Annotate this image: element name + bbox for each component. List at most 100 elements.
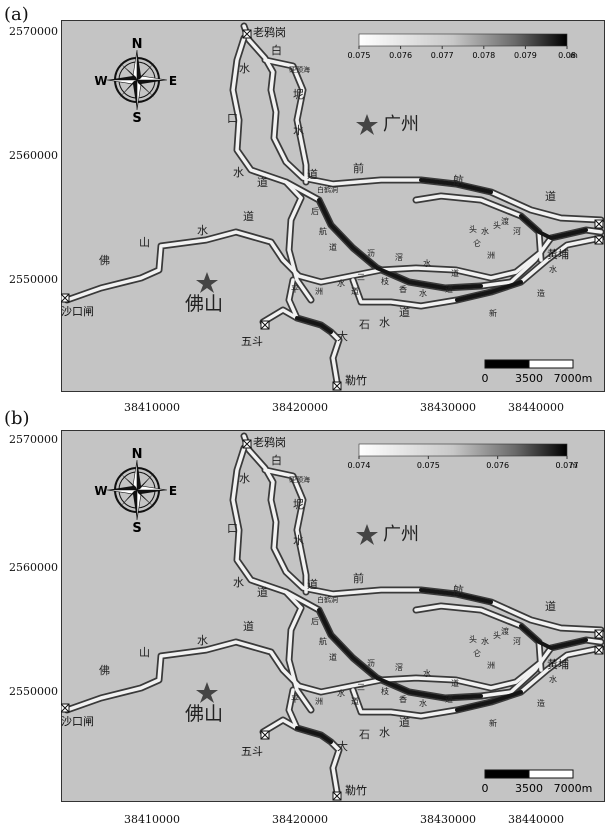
- river-char: 枝: [381, 276, 389, 286]
- legend-tick-label: 0.08: [558, 51, 576, 60]
- river-char: 航: [319, 636, 327, 646]
- river-char: 佛: [99, 254, 110, 267]
- river-label-small: 白鹤洞: [317, 185, 338, 194]
- river-char: 沥: [367, 659, 375, 668]
- city-label: 广州: [383, 524, 419, 545]
- city-foshan: 佛山: [185, 682, 223, 725]
- river-char: 后: [311, 616, 319, 626]
- river-char: 河: [513, 636, 521, 646]
- river-labels: 白 坭 硬颈海 水 口 水 道 水 道 前 航 道 白鹤洞 佛 山 水 道 大 …: [99, 43, 557, 343]
- river-char: 水: [423, 258, 431, 268]
- x-tick: 38410000: [124, 813, 180, 826]
- legend-tick-label: 0.078: [472, 51, 495, 60]
- river-char: 道: [243, 619, 254, 633]
- scale-label: 3500: [515, 782, 543, 795]
- color-legend: 0.075 0.076 0.077 0.078 0.079 0.08m: [348, 33, 578, 60]
- river-char: 渡: [501, 216, 509, 226]
- legend-unit: m: [570, 461, 578, 470]
- river-char: 道: [399, 715, 410, 729]
- x-tick: 38420000: [272, 401, 328, 414]
- station-label: 勒竹: [345, 373, 367, 387]
- y-tick: 2560000: [9, 561, 58, 574]
- station-markers: [61, 439, 604, 801]
- compass-w: W: [94, 74, 107, 88]
- river-char: 道: [545, 599, 556, 613]
- scale-label: 3500: [515, 372, 543, 385]
- scale-label: 7000m: [554, 372, 593, 385]
- river-char: 新: [489, 718, 497, 728]
- river-char: 香: [399, 694, 407, 704]
- river-char: 头: [493, 220, 501, 230]
- compass-rose: N S E W: [94, 447, 177, 536]
- compass-n: N: [132, 447, 143, 462]
- panel-label: (a): [4, 4, 29, 25]
- compass-n: N: [132, 37, 143, 52]
- compass-w: W: [94, 484, 107, 498]
- panel-label: (b): [4, 408, 30, 429]
- river-char: 滘: [395, 663, 403, 672]
- river-char: 坭: [293, 498, 304, 511]
- station-label: 五斗: [241, 745, 263, 758]
- compass-s: S: [132, 521, 141, 536]
- river-char: 大: [337, 739, 348, 753]
- compass-s: S: [132, 111, 141, 126]
- legend-tick-label: 0.075: [417, 461, 440, 470]
- city-label: 佛山: [185, 703, 223, 725]
- river-char: 道: [399, 305, 410, 319]
- river-char: 河: [513, 226, 521, 236]
- river-char: 香: [399, 284, 407, 294]
- station-label: 沙口闸: [61, 715, 94, 728]
- river-char: 水: [549, 264, 557, 274]
- legend-tick-label: 0.075: [348, 51, 371, 60]
- city-guangzhou: 广州: [356, 114, 419, 135]
- river-char: 新: [489, 308, 497, 318]
- station-label: 勒竹: [345, 783, 367, 797]
- river-high-value: [295, 178, 588, 334]
- legend-tick-label: 0.076: [389, 51, 412, 60]
- river-char: 平: [291, 695, 299, 704]
- y-tick: 2570000: [9, 25, 58, 38]
- river-char: 道: [243, 209, 254, 223]
- river-char: 三: [357, 683, 365, 692]
- y-tick: 2550000: [9, 685, 58, 698]
- river-char: 水: [293, 534, 304, 547]
- river-char: 航: [453, 173, 464, 187]
- river-char: 洲: [315, 697, 323, 706]
- x-tick: 38430000: [420, 813, 476, 826]
- river-char: 道: [451, 268, 459, 278]
- station-label: 黄埔: [547, 247, 569, 261]
- river-char: 航: [319, 226, 327, 236]
- river-char: 白: [271, 43, 282, 57]
- legend-tick-label: 0.079: [514, 51, 537, 60]
- river-char: 口: [227, 112, 238, 125]
- river-char: 水: [239, 472, 250, 485]
- scale-label: 0: [482, 372, 489, 385]
- city-label: 广州: [383, 114, 419, 135]
- river-char: 水: [233, 166, 244, 179]
- river-char: 水: [423, 668, 431, 678]
- river-char: 道: [351, 286, 359, 296]
- city-guangzhou: 广州: [356, 524, 419, 545]
- river-char: 水: [239, 62, 250, 75]
- river-char: 水: [481, 226, 489, 236]
- city-foshan: 佛山: [185, 272, 223, 315]
- river-char: 道: [257, 175, 268, 189]
- legend-tick-label: 0.077: [431, 51, 454, 60]
- river-char: 沥: [367, 249, 375, 258]
- river-high-value: [295, 588, 588, 744]
- river-char: 航: [453, 583, 464, 597]
- river-char: 道: [445, 694, 453, 704]
- station-labels: 老鸦岗 沙口闸 五斗 勒竹 黄埔: [61, 25, 569, 387]
- city-label: 佛山: [185, 293, 223, 315]
- station-markers: [61, 29, 604, 391]
- river-char: 水: [197, 634, 208, 647]
- river-char: 平: [291, 285, 299, 294]
- station-label: 沙口闸: [61, 305, 94, 318]
- river-char: 水: [481, 636, 489, 646]
- legend-tick-label: 0.074: [348, 461, 371, 470]
- river-char: 仑: [473, 238, 481, 248]
- river-char: 坭: [293, 88, 304, 101]
- river-label-small: 硬颈海: [289, 65, 310, 74]
- river-char: 水: [197, 224, 208, 237]
